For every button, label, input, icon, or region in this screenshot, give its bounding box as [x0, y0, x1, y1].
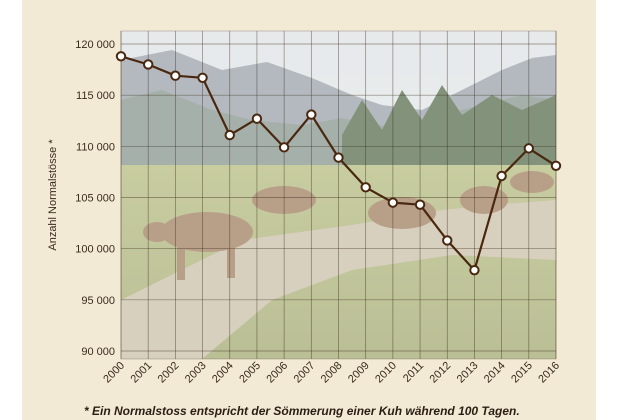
- x-tick-label: 2014: [482, 360, 508, 386]
- cows: [143, 171, 554, 280]
- y-tick-label: 110 000: [76, 141, 115, 153]
- data-point-2000: [115, 51, 127, 62]
- x-tick-label: 2003: [183, 360, 209, 386]
- data-point-2015: [523, 143, 535, 154]
- x-tick-label: 2016: [536, 360, 562, 386]
- x-tick-label: 2006: [264, 360, 290, 386]
- x-tick-label: 2001: [129, 360, 155, 386]
- x-tick-label: 2013: [455, 360, 481, 386]
- y-axis-label: Anzahl Normalstösse *: [47, 139, 59, 251]
- x-tick-label: 2012: [428, 360, 454, 386]
- y-tick-label: 105 000: [75, 193, 115, 205]
- x-tick-label: 2000: [101, 360, 127, 386]
- x-tick-label: 2008: [319, 360, 345, 386]
- data-point-2016: [550, 160, 562, 171]
- data-point-2002: [170, 70, 181, 81]
- x-axis-tick-labels: 2000 2001 2002 2003 2004 2005 2006 2007 2008 2009…: [101, 360, 562, 386]
- data-point-2014: [496, 170, 507, 182]
- x-tick-label: 2011: [401, 360, 426, 385]
- x-tick-label: 2010: [373, 360, 399, 386]
- series-markers: [115, 51, 562, 276]
- x-tick-label: 2007: [292, 360, 318, 386]
- chart-card: 90 000 95 000 100 000 105 000 110 000 115 000…: [22, 0, 596, 420]
- y-tick-label: 120 000: [75, 39, 115, 51]
- x-tick-label: 2015: [509, 360, 535, 386]
- data-point-2009: [360, 182, 371, 193]
- y-tick-label: 100 000: [75, 244, 115, 256]
- data-point-2008: [333, 152, 344, 163]
- data-point-2005: [251, 113, 263, 124]
- y-tick-label: 95 000: [81, 295, 115, 307]
- data-point-2012: [442, 235, 453, 246]
- data-point-2013: [469, 264, 480, 276]
- x-tick-label: 2009: [346, 360, 372, 386]
- y-axis-tick-labels: 90 000 95 000 100 000 105 000 110 000 115 000…: [75, 39, 115, 358]
- x-tick-label: 2004: [210, 360, 236, 386]
- data-point-2001: [142, 59, 154, 70]
- plot-frame: [120, 30, 557, 360]
- chart: 90 000 95 000 100 000 105 000 110 000 115 000…: [47, 30, 562, 386]
- data-point-2006: [278, 142, 290, 153]
- data-point-2007: [306, 109, 317, 120]
- data-point-2003: [197, 72, 208, 83]
- vertical-gridlines: [120, 31, 557, 359]
- data-point-2010: [387, 197, 399, 208]
- data-point-2004: [224, 129, 235, 141]
- y-tick-label: 115 000: [76, 90, 115, 102]
- data-point-2011: [414, 199, 426, 210]
- footnote: * Ein Normalstoss entspricht der Sömmeru…: [84, 404, 520, 418]
- x-tick-label: 2005: [237, 360, 263, 386]
- x-tick-label: 2002: [156, 360, 182, 386]
- y-tick-label: 90 000: [81, 346, 115, 358]
- forest: [342, 85, 556, 170]
